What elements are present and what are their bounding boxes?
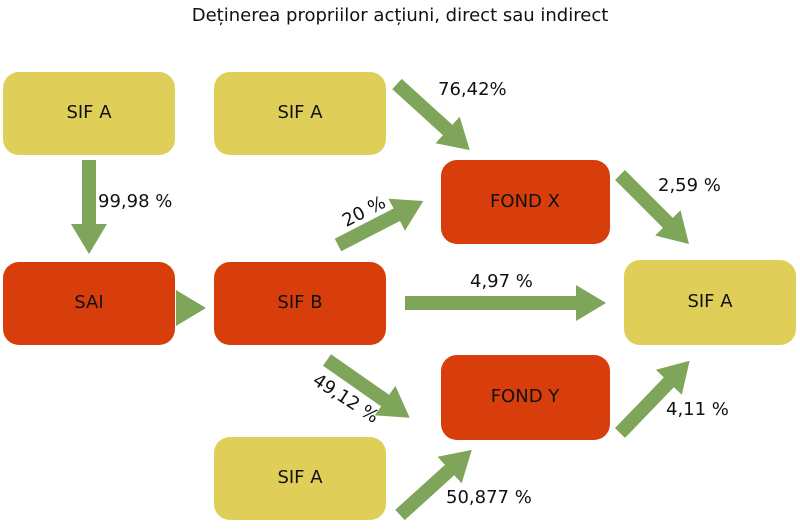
arrow xyxy=(322,354,410,418)
arrow xyxy=(392,78,470,151)
node-label: SIF B xyxy=(277,292,322,313)
node xyxy=(214,262,386,345)
edge-label: 50,877 % xyxy=(446,487,532,508)
edge-label: 4,97 % xyxy=(470,271,533,292)
node-label: FOND Y xyxy=(491,386,561,407)
edge-label: 99,98 % xyxy=(98,191,172,212)
node-label: SIF A xyxy=(277,467,323,488)
node xyxy=(214,437,386,520)
node xyxy=(441,355,610,440)
edge-label: 2,59 % xyxy=(658,175,721,196)
node xyxy=(3,72,175,155)
edge-label: 76,42% xyxy=(438,79,507,100)
title: Deținerea propriilor acțiuni, direct sau… xyxy=(192,5,609,26)
node xyxy=(3,262,175,345)
node xyxy=(441,160,610,244)
arrow xyxy=(614,360,690,438)
node xyxy=(214,72,386,155)
node-label: FOND X xyxy=(490,191,560,212)
node-label: SIF A xyxy=(687,291,733,312)
nodes: SIF A SIF A SAI SIF B FOND X FOND Y SIF … xyxy=(3,72,796,520)
node-label: SAI xyxy=(74,292,103,313)
node-label: SIF A xyxy=(277,102,323,123)
node xyxy=(624,260,796,345)
arrow xyxy=(334,198,424,252)
arrow xyxy=(615,170,689,244)
edge-label: 4,11 % xyxy=(666,399,729,420)
arrow xyxy=(395,449,472,521)
node-label: SIF A xyxy=(66,102,112,123)
